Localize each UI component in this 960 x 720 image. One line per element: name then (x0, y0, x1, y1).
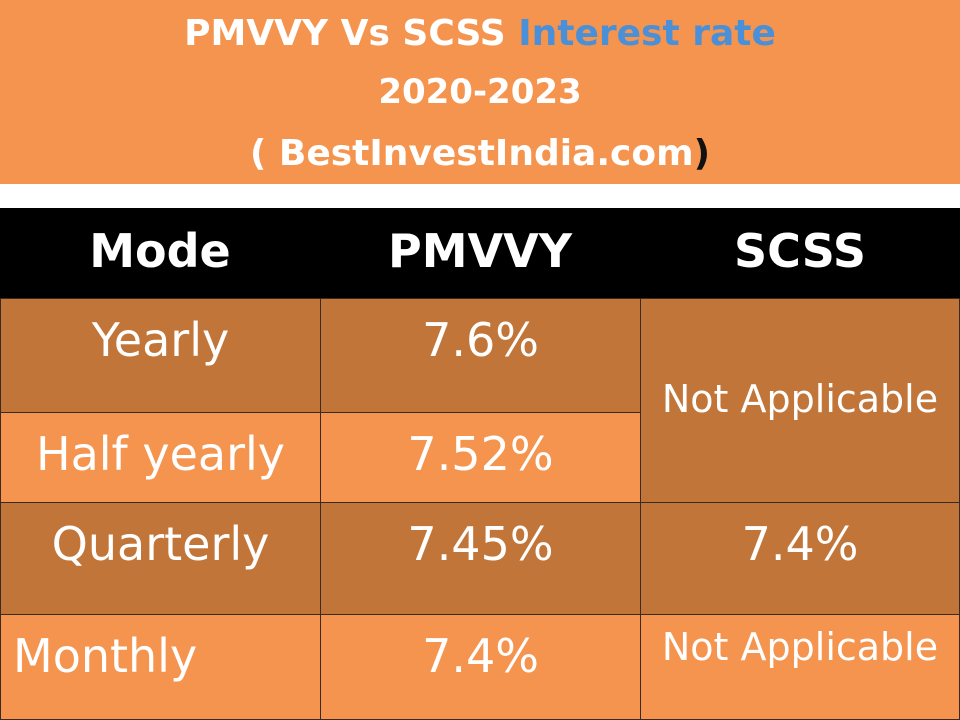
cell-text: Half yearly (35, 427, 285, 481)
scss-yearly-half-yearly: Not Applicable (640, 298, 960, 503)
page-title: PMVVY Vs SCSS Interest rate (0, 12, 960, 56)
cell-text: Not Applicable (661, 625, 939, 669)
cell-text: Monthly (13, 629, 198, 683)
title-banner: PMVVY Vs SCSS Interest rate 2020-2023 ( … (0, 0, 960, 184)
source-site: ( BestInvestIndia.com (249, 133, 694, 174)
cell-text: Yearly (91, 313, 230, 367)
row-yearly-pmvvy: 7.6% (320, 298, 641, 413)
row-quarterly-mode: Quarterly (0, 502, 321, 615)
header-pmvvy: PMVVY (388, 224, 572, 278)
title-interest-rate: Interest rate (518, 13, 776, 54)
row-quarterly-pmvvy: 7.45% (320, 502, 641, 615)
row-monthly-pmvvy: 7.4% (320, 614, 641, 720)
title-years: 2020-2023 (378, 72, 582, 112)
row-half-yearly-pmvvy: 7.52% (320, 412, 641, 503)
header-mode: Mode (89, 224, 231, 278)
row-monthly-mode: Monthly (0, 614, 321, 720)
title-comparison: PMVVY Vs SCSS (184, 13, 519, 54)
source-credit: ( BestInvestIndia.com) (0, 130, 960, 178)
source-close-paren: ) (693, 133, 711, 174)
header-scss: SCSS (734, 224, 866, 278)
cell-text: Quarterly (51, 517, 270, 571)
table-header: Mode PMVVY SCSS (0, 208, 960, 298)
cell-text: 7.4% (741, 517, 859, 571)
row-quarterly-scss: 7.4% (640, 502, 960, 615)
divider (0, 184, 960, 208)
cell-text: 7.45% (407, 517, 554, 571)
cell-text: 7.4% (422, 629, 539, 683)
row-yearly-mode: Yearly (0, 298, 321, 413)
row-half-yearly-mode: Half yearly (0, 412, 321, 503)
cell-text: 7.6% (422, 313, 539, 367)
row-monthly-scss: Not Applicable (640, 614, 960, 720)
cell-text: 7.52% (407, 427, 554, 481)
cell-text: Not Applicable (661, 377, 939, 421)
